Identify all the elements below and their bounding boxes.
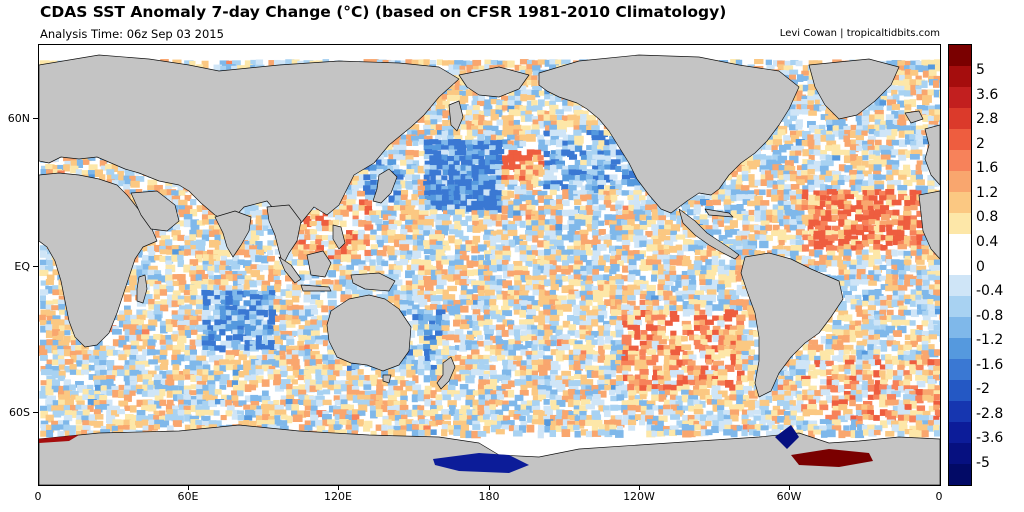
colorbar-swatch xyxy=(949,254,971,276)
colorbar-swatch xyxy=(949,128,971,150)
credit-text: Levi Cowan | tropicaltidbits.com xyxy=(779,28,940,39)
colorbar-swatch xyxy=(949,443,971,465)
lon-label-0: 0 xyxy=(34,490,42,503)
land-new-guinea xyxy=(350,272,396,292)
land-borneo xyxy=(306,250,332,278)
colorbar-swatch xyxy=(949,86,971,108)
lon-tick xyxy=(639,486,640,490)
land-europe-west-edge xyxy=(924,124,940,186)
land-japan xyxy=(372,168,398,204)
colorbar-label: 0.4 xyxy=(976,233,999,250)
colorbar-swatch xyxy=(949,212,971,234)
land-africa-west-edge xyxy=(918,190,940,260)
colorbar-label: 5 xyxy=(976,62,985,78)
lat-tick xyxy=(33,118,38,119)
land-se-asia xyxy=(266,204,302,266)
colorbar-swatch xyxy=(949,380,971,402)
lat-label-60n: 60N xyxy=(7,112,30,125)
colorbar-swatch xyxy=(949,464,971,486)
colorbar-label: 2 xyxy=(976,135,985,152)
colorbar-label: -1.2 xyxy=(976,332,1004,349)
colorbar-swatch xyxy=(949,149,971,171)
land-iceland xyxy=(904,110,924,124)
colorbar-label: 0 xyxy=(976,258,985,275)
land-australia xyxy=(326,294,412,372)
land-sumatra xyxy=(278,256,302,284)
colorbar-label: -2.8 xyxy=(976,405,1004,422)
land-tasmania xyxy=(382,374,392,384)
lon-label-120w: 120W xyxy=(623,490,655,503)
map-canvas xyxy=(39,54,940,485)
lon-tick xyxy=(188,486,189,490)
land-ne-siberia xyxy=(458,66,530,98)
colorbar-label: 1.6 xyxy=(976,160,999,177)
land-arabia xyxy=(130,190,180,232)
lon-label-0-east: 0 xyxy=(935,490,943,503)
lat-label-60s: 60S xyxy=(9,406,30,419)
colorbar-swatch xyxy=(949,359,971,381)
land-new-zealand xyxy=(436,356,456,390)
colorbar-label: 2.8 xyxy=(976,111,999,128)
colorbar-swatch xyxy=(949,317,971,339)
colorbar-swatch xyxy=(949,191,971,213)
land-greenland xyxy=(808,58,900,120)
lon-tick xyxy=(489,486,490,490)
colorbar-label: -2 xyxy=(976,381,990,398)
land-africa xyxy=(39,172,158,348)
colorbar-label: -1.6 xyxy=(976,356,1004,373)
map-title: CDAS SST Anomaly 7-day Change (°C) (base… xyxy=(40,3,727,21)
land-india xyxy=(214,210,252,258)
colorbar-swatch xyxy=(949,296,971,318)
colorbar-label: -0.8 xyxy=(976,307,1004,324)
colorbar-label: 1.2 xyxy=(976,184,999,201)
colorbar-swatch xyxy=(949,338,971,360)
land-north-america xyxy=(538,54,800,214)
colorbar xyxy=(948,44,972,486)
land-south-america xyxy=(740,252,844,398)
colorbar-swatch xyxy=(949,401,971,423)
lat-label-eq: EQ xyxy=(14,260,30,273)
lon-label-180: 180 xyxy=(478,490,500,503)
colorbar-swatch xyxy=(949,275,971,297)
sst-anomaly-map xyxy=(38,44,941,486)
lat-tick xyxy=(33,412,38,413)
lon-label-120e: 120E xyxy=(324,490,352,503)
colorbar-label: -0.4 xyxy=(976,283,1004,300)
lon-tick xyxy=(338,486,339,490)
land-eurasia-west xyxy=(39,54,460,232)
land-java xyxy=(300,284,332,292)
lat-tick xyxy=(33,266,38,267)
colorbar-label: -3.6 xyxy=(976,430,1004,447)
analysis-time: Analysis Time: 06z Sep 03 2015 xyxy=(40,27,224,41)
colorbar-swatch xyxy=(949,107,971,129)
colorbar-label: -5 xyxy=(976,455,990,471)
lon-label-60e: 60E xyxy=(177,490,199,503)
colorbar-swatch xyxy=(949,45,971,66)
colorbar-label: 0.8 xyxy=(976,209,999,226)
land-central-america xyxy=(678,208,740,260)
land-cuba xyxy=(704,208,734,218)
colorbar-swatch xyxy=(949,233,971,255)
colorbar-swatch xyxy=(949,422,971,444)
lon-tick xyxy=(789,486,790,490)
colorbar-swatch xyxy=(949,65,971,87)
colorbar-label: 3.6 xyxy=(976,86,999,103)
land-kamchatka xyxy=(448,100,464,132)
land-madagascar xyxy=(136,274,148,304)
lon-label-60w: 60W xyxy=(776,490,802,503)
land-philippines xyxy=(332,224,346,250)
colorbar-swatch xyxy=(949,170,971,192)
polar-anomaly-patches xyxy=(39,425,873,473)
